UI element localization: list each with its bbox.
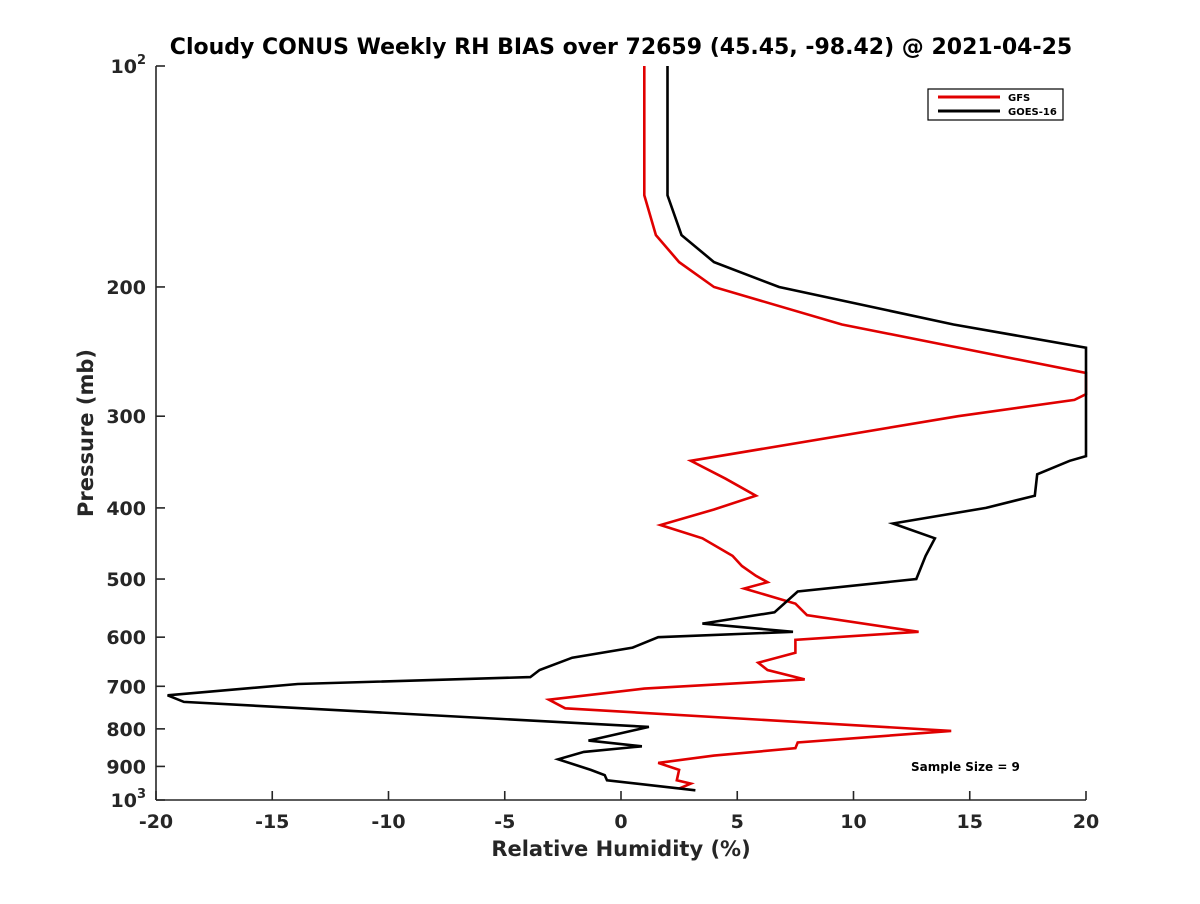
- x-tick-label: 0: [614, 811, 627, 833]
- y-tick-label: 800: [106, 719, 146, 741]
- x-tick-label: -5: [494, 811, 515, 833]
- sample-size-annotation: Sample Size = 9: [911, 760, 1020, 774]
- x-ticks: -20 -15 -10 -5 0 5 10 15 20: [139, 791, 1099, 833]
- y-axis-label: Pressure (mb): [74, 349, 98, 517]
- y-tick-label: 102: [111, 53, 147, 78]
- legend[interactable]: GFS GOES-16: [927, 88, 1064, 121]
- x-tick-label: -15: [255, 811, 289, 833]
- legend-box: [927, 88, 1064, 121]
- x-tick-label: 20: [1073, 811, 1099, 833]
- plot-background: [156, 66, 1086, 800]
- x-tick-label: 5: [731, 811, 744, 833]
- legend-label-gfs: GFS: [1008, 93, 1030, 104]
- y-tick-label: 200: [106, 277, 146, 299]
- y-tick-label: 300: [106, 406, 146, 428]
- x-tick-label: 15: [957, 811, 983, 833]
- series-layer: [167, 66, 1088, 792]
- y-tick-label: 500: [106, 569, 146, 591]
- y-tick-label: 103: [111, 787, 147, 812]
- x-tick-label: -10: [371, 811, 405, 833]
- plot-area: -20 -15 -10 -5 0 5 10 15 20 102 200 300 400 500 600 70…: [106, 53, 1099, 833]
- x-axis-label: Relative Humidity (%): [491, 837, 750, 861]
- x-tick-label: 10: [840, 811, 866, 833]
- y-ticks: 102 200 300 400 500 600 700 800 900 103: [106, 53, 165, 812]
- y-tick-label: 400: [106, 498, 146, 520]
- y-tick-label: 900: [106, 756, 146, 778]
- y-tick-label: 700: [106, 676, 146, 698]
- chart-title: Cloudy CONUS Weekly RH BIAS over 72659 (…: [170, 35, 1072, 60]
- legend-label-goes-16: GOES-16: [1008, 107, 1057, 118]
- y-tick-label: 600: [106, 627, 146, 649]
- series-line-goes-16: [167, 66, 1088, 792]
- x-tick-label: -20: [139, 811, 173, 833]
